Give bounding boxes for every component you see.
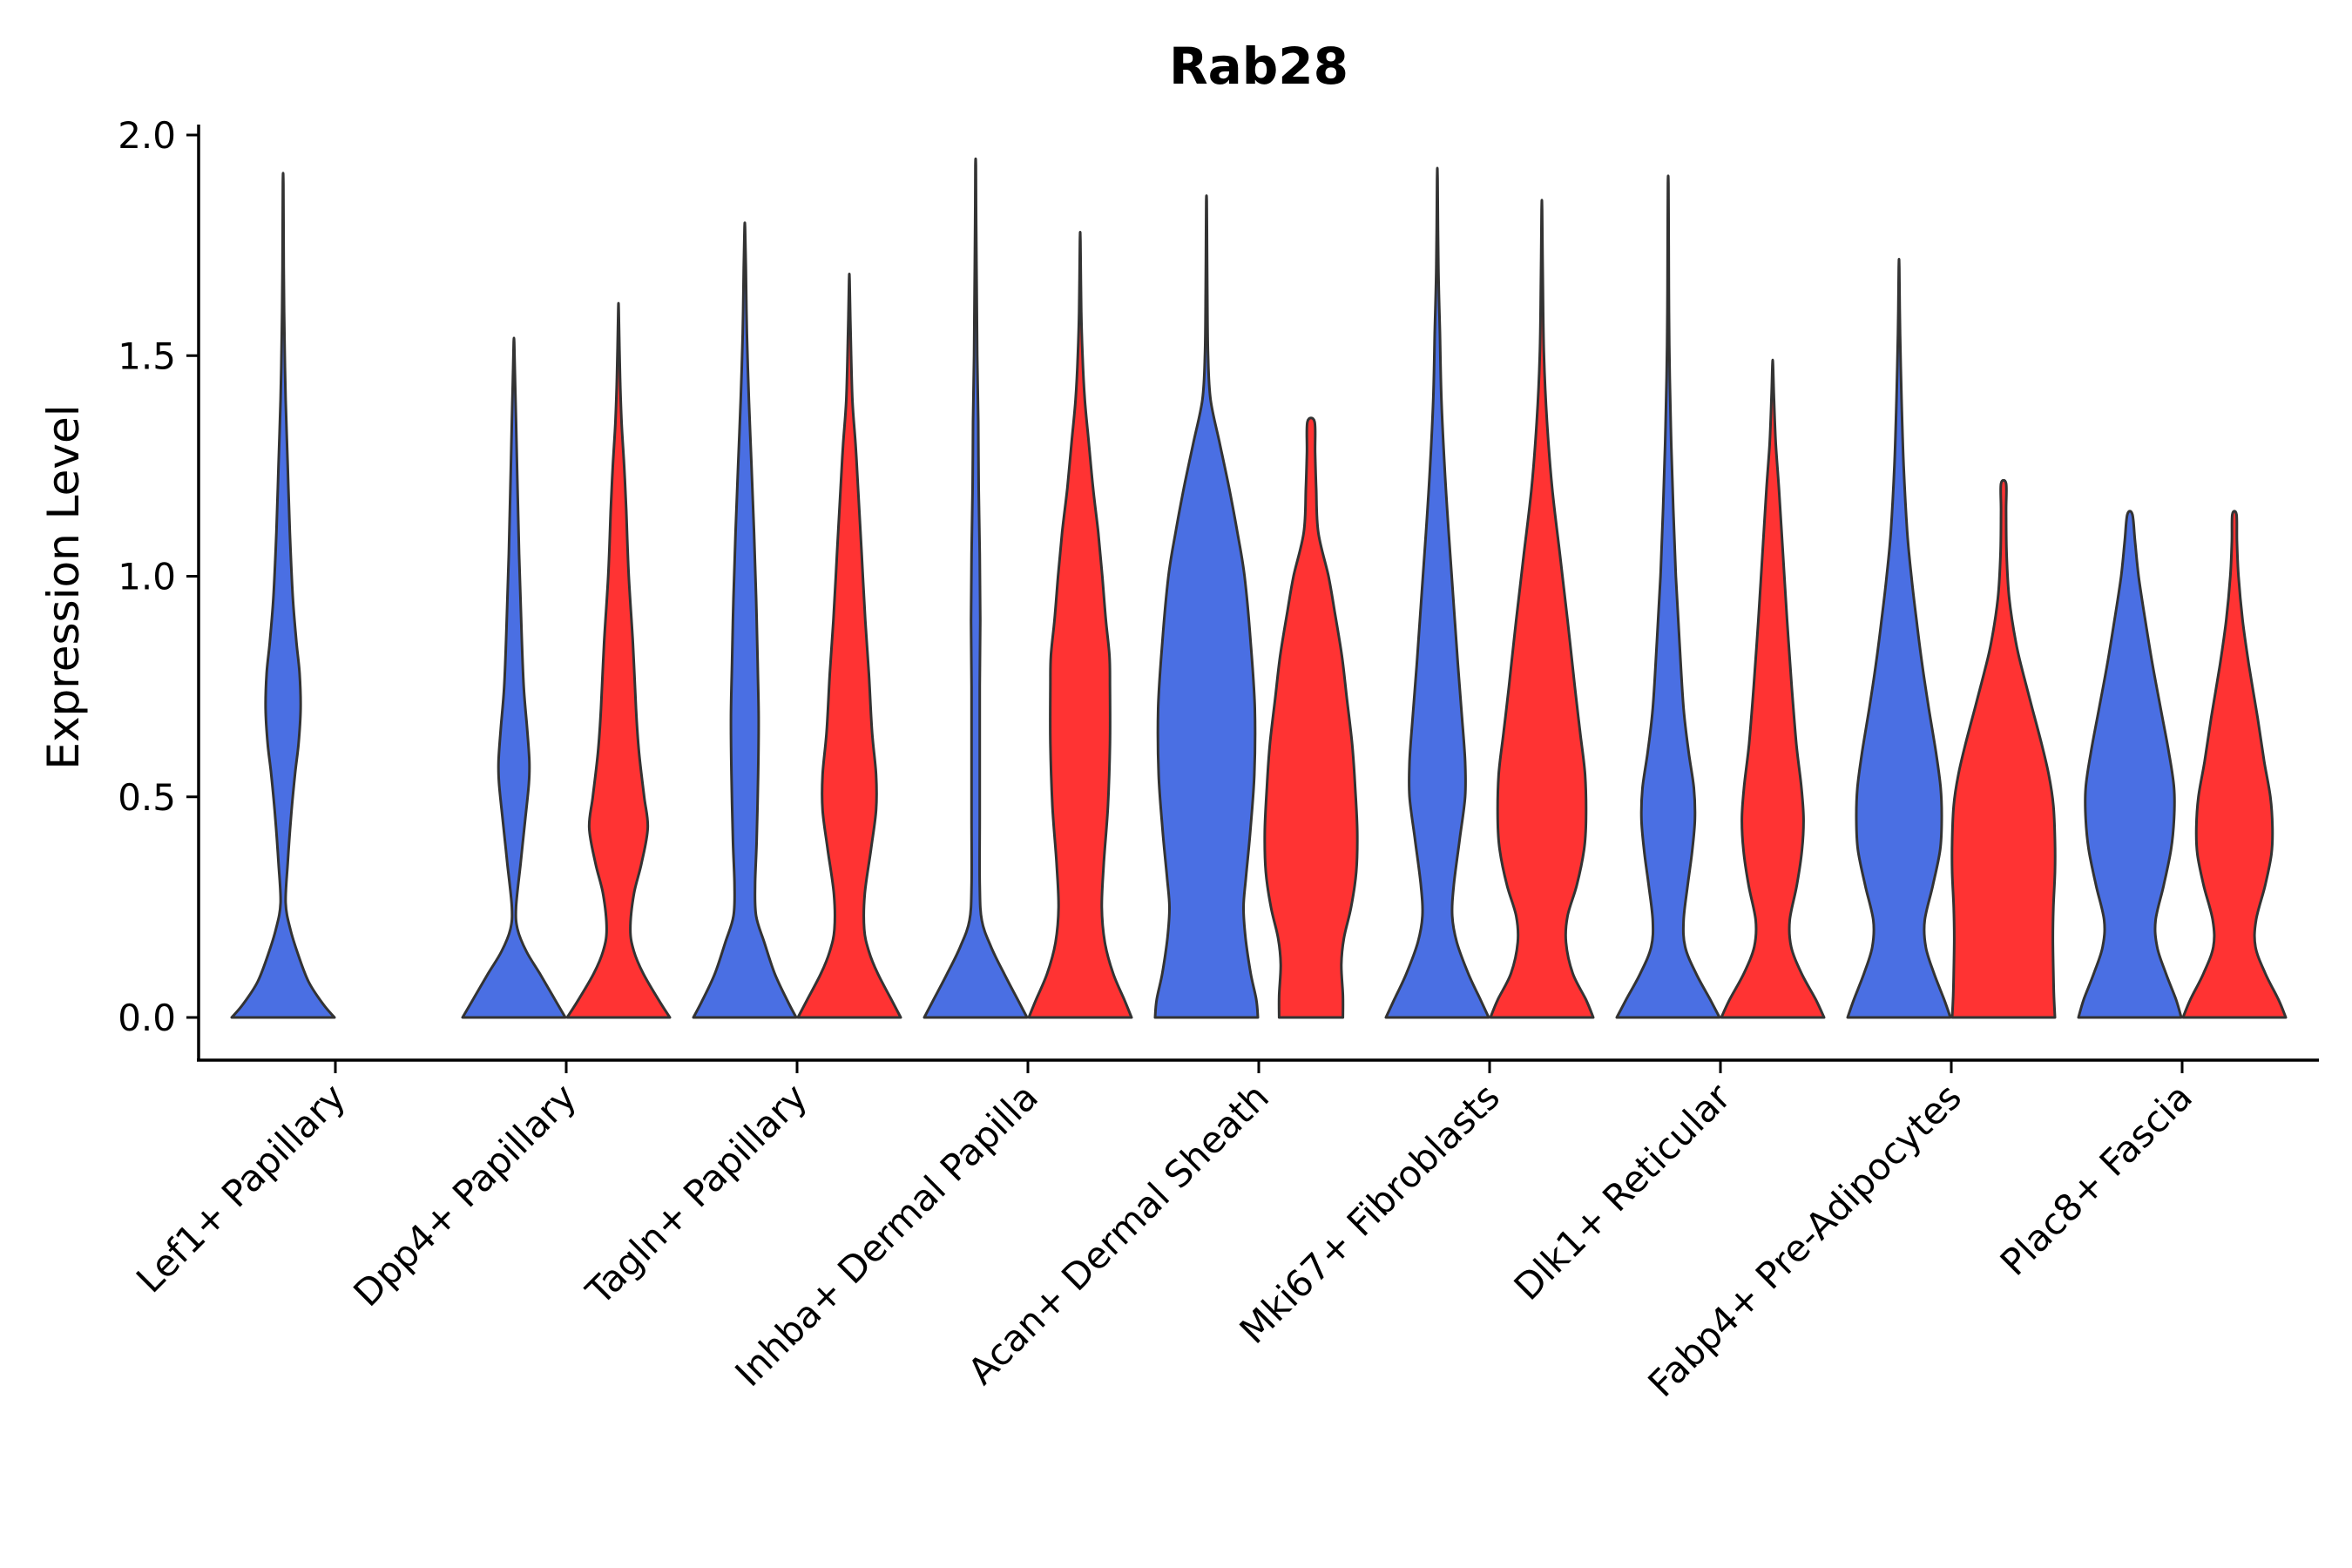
violin-mki67-fibroblasts-blue	[1384, 166, 1490, 1019]
y-tick-label: 1.5	[118, 335, 176, 377]
x-tick-label: Plac8+ Fascia	[1992, 1075, 2200, 1283]
violin-layer	[230, 157, 2288, 1019]
x-tick-label: Dpp4+ Papillary	[345, 1075, 585, 1315]
chart-title: Rab28	[1169, 37, 1348, 96]
y-tick-label: 0.5	[118, 776, 176, 819]
violin-fabp4-pre-adipocytes-blue	[1846, 257, 1952, 1019]
y-axis-label: Expression Level	[38, 404, 89, 769]
violin-tagln-papillary-red	[796, 273, 902, 1019]
violin-inhba-dermal-papilla-blue	[923, 157, 1029, 1019]
violin-inhba-dermal-papilla-red	[1027, 230, 1133, 1019]
x-tick-label: Dlk1+ Reticular	[1506, 1075, 1740, 1308]
y-tick-label: 2.0	[118, 114, 176, 157]
x-tick-label: Mki67+ Fibroblasts	[1232, 1075, 1508, 1351]
y-tick-label: 0.0	[118, 997, 176, 1039]
violin-acan-dermal-sheath-red	[1263, 416, 1359, 1019]
violin-acan-dermal-sheath-blue	[1153, 194, 1260, 1019]
violin-mki67-fibroblasts-red	[1489, 199, 1595, 1019]
y-tick-label: 1.0	[118, 556, 176, 598]
violin-fabp4-pre-adipocytes-red	[1950, 478, 2057, 1019]
violin-tagln-papillary-blue	[692, 221, 798, 1019]
violin-plac8-fascia-blue	[2077, 510, 2183, 1019]
violin-dpp4-papillary-red	[565, 301, 672, 1019]
violin-plac8-fascia-red	[2181, 510, 2288, 1019]
violin-lef1-papillary-blue	[230, 172, 336, 1019]
x-tick-label: Tagln+ Papillary	[578, 1075, 815, 1313]
y-ticks: 0.0 0.5 1.0 1.5 2.0	[118, 114, 199, 1039]
violin-dlk1-reticular-blue	[1615, 174, 1721, 1019]
violin-dpp4-papillary-blue	[461, 336, 567, 1019]
violin-dlk1-reticular-red	[1720, 358, 1826, 1019]
x-tick-label: Lef1+ Papillary	[128, 1075, 354, 1301]
